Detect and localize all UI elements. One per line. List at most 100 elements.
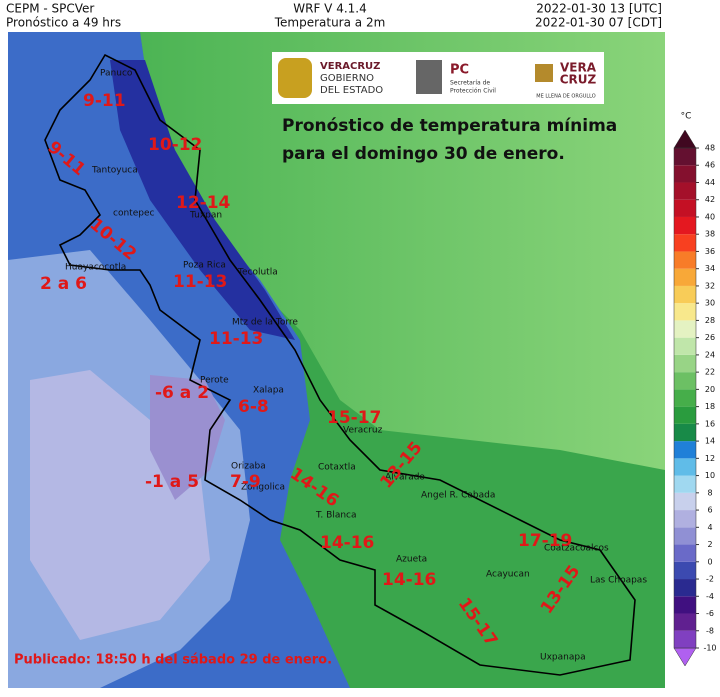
logo-text: PC bbox=[450, 63, 469, 78]
logo-text: Secretaría de bbox=[450, 80, 490, 87]
forecast-range: -6 a 2 bbox=[155, 383, 209, 403]
colorbar-tick-label: 36 bbox=[705, 247, 715, 256]
colorbar-segment bbox=[674, 510, 696, 528]
colorbar-tick-label: 0 bbox=[707, 557, 712, 566]
place-name: Acayucan bbox=[486, 570, 530, 580]
place-name: Perote bbox=[200, 376, 229, 386]
colorbar-segment bbox=[674, 199, 696, 217]
logo-text: ME LLENA DE ORGULLO bbox=[536, 94, 595, 100]
place-name: Las Choapas bbox=[590, 576, 647, 586]
forecast-range: 15-17 bbox=[327, 408, 381, 428]
footer: Publicado: 18:50 h del sábado 29 de ener… bbox=[14, 653, 332, 668]
place-name: Tantoyuca bbox=[91, 166, 138, 176]
place-name: Poza Rica bbox=[183, 261, 226, 271]
place-name: Huayacocotla bbox=[65, 263, 126, 273]
colorbar-segment bbox=[674, 596, 696, 614]
colorbar-segment bbox=[674, 148, 696, 166]
gobierno-emblem bbox=[278, 58, 312, 98]
colorbar-segment bbox=[674, 285, 696, 304]
colorbar-segment bbox=[674, 475, 696, 493]
colorbar-tick-label: 20 bbox=[705, 385, 715, 394]
colorbar-segment bbox=[674, 458, 696, 476]
forecast-range: 14-16 bbox=[382, 570, 436, 590]
colorbar-tick-label: 26 bbox=[705, 333, 715, 342]
colorbar-segment bbox=[674, 544, 696, 562]
colorbar-segment bbox=[674, 234, 696, 252]
forecast-range: 10-12 bbox=[148, 135, 202, 155]
colorbar-frame bbox=[673, 147, 697, 649]
colorbar-tick-label: 12 bbox=[705, 454, 715, 463]
header-bar bbox=[0, 0, 720, 32]
logo-text: VERA bbox=[560, 61, 597, 75]
colorbar-tick-label: 38 bbox=[705, 230, 715, 239]
colorbar-segment bbox=[674, 441, 696, 459]
colorbar-tick-label: 4 bbox=[707, 523, 712, 532]
forecast-range: 17-19 bbox=[518, 531, 572, 551]
coastal-band bbox=[110, 60, 295, 340]
forecast-range: -1 a 5 bbox=[145, 472, 199, 492]
colorbar-tick-label: 2 bbox=[707, 540, 712, 549]
logo-text: VERACRUZ bbox=[320, 61, 380, 72]
forecast-range: 7-9 bbox=[230, 472, 261, 492]
place-name: Orizaba bbox=[231, 462, 266, 472]
colorbar-tick-label: -4 bbox=[706, 592, 714, 601]
colorbar-tick-label: -2 bbox=[706, 575, 714, 584]
forecast-range: 11-13 bbox=[209, 329, 263, 349]
forecast-range: 6-8 bbox=[238, 397, 269, 417]
place-name: Alvarado bbox=[385, 473, 425, 483]
colorbar-segment bbox=[674, 630, 696, 648]
colorbar-segment bbox=[674, 492, 696, 511]
colorbar-tick-label: 18 bbox=[705, 402, 715, 411]
colorbar-tick-label: 30 bbox=[705, 299, 715, 308]
place-name: Tuxpan bbox=[189, 211, 222, 221]
colorbar-segment bbox=[674, 182, 696, 200]
colorbar-segment bbox=[674, 423, 696, 442]
colorbar-tick-label: 28 bbox=[705, 316, 715, 325]
place-name: Veracruz bbox=[343, 426, 383, 436]
colorbar-segment bbox=[674, 579, 696, 597]
colorbar-segment bbox=[674, 389, 696, 407]
colorbar-segment bbox=[674, 372, 696, 390]
colorbar-tick-label: 22 bbox=[705, 368, 715, 377]
colorbar-segment bbox=[674, 268, 696, 286]
place-name: Coatzacoalcos bbox=[544, 544, 609, 554]
colorbar-tick-label: 46 bbox=[705, 161, 715, 170]
colorbar-tick-label: -6 bbox=[706, 609, 714, 618]
header-center: WRF V 4.1.4 bbox=[293, 2, 366, 16]
header-left: CEPM - SPCVer bbox=[6, 2, 94, 16]
veracruz-emblem bbox=[535, 64, 553, 82]
colorbar-tick-label: 10 bbox=[705, 471, 715, 480]
place-name: T. Blanca bbox=[315, 511, 357, 521]
place-name: Mtz de la Torre bbox=[232, 318, 298, 328]
colorbar-tick-label: 14 bbox=[705, 437, 715, 446]
forecast-range: 14-16 bbox=[320, 533, 374, 553]
colorbar-tick-label: 8 bbox=[707, 488, 712, 497]
state-border bbox=[44, 53, 636, 676]
place-name: Azueta bbox=[396, 555, 427, 565]
header-right: 2022-01-30 13 [UTC] bbox=[536, 2, 662, 16]
header-center: Temperatura a 2m bbox=[274, 16, 386, 30]
colorbar-tick-label: 34 bbox=[705, 264, 715, 273]
logo-text: DEL ESTADO bbox=[320, 85, 383, 96]
colorbar-segment bbox=[674, 354, 696, 373]
colorbar-tick-label: 40 bbox=[705, 212, 715, 221]
colorbar-segment bbox=[674, 216, 696, 235]
colorbar-tick-label: 16 bbox=[705, 419, 715, 428]
forecast-range: 11-13 bbox=[173, 272, 227, 292]
logo-text: GOBIERNO bbox=[320, 73, 374, 84]
colorbar-segment bbox=[674, 406, 696, 424]
colorbar-segment bbox=[674, 613, 696, 631]
colorbar-tick-label: 24 bbox=[705, 350, 715, 359]
colorbar-segment bbox=[674, 320, 696, 338]
forecast-range: 12-14 bbox=[176, 193, 231, 213]
colorbar-tick-label: 48 bbox=[705, 144, 715, 153]
colorbar-tick-label: -10 bbox=[703, 644, 716, 653]
forecast-range: 9-11 bbox=[83, 91, 126, 111]
colorbar-tick-label: 6 bbox=[707, 506, 712, 515]
pc-emblem bbox=[416, 60, 442, 94]
colorbar-segment bbox=[674, 561, 696, 580]
place-name: Angel R. Cabada bbox=[421, 491, 495, 501]
gulf-area bbox=[140, 32, 665, 470]
place-name: Panuco bbox=[100, 69, 133, 79]
